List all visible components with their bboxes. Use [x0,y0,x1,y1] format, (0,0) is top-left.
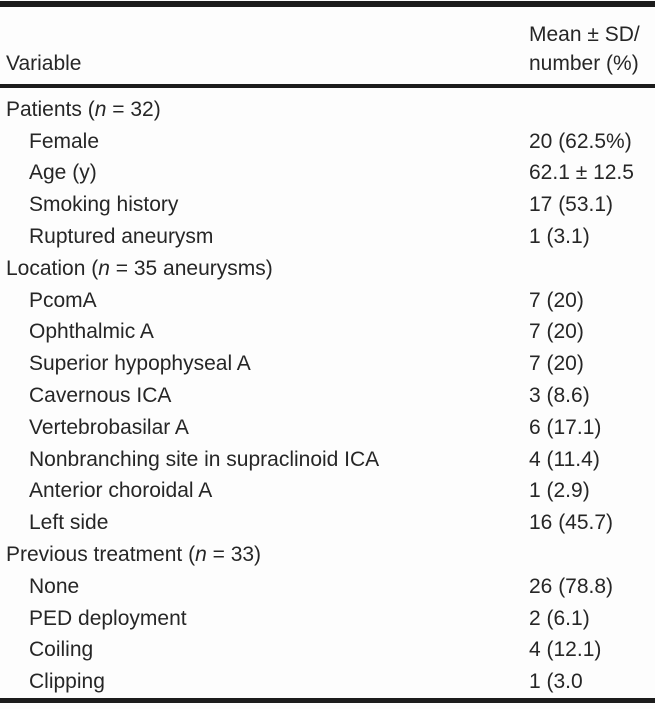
row-label: Anterior choroidal A [29,479,213,503]
row-label: Superior hypophyseal A [29,352,251,376]
table-row: Age (y) 62.1 ± 12.5 [0,158,655,190]
table-row: Left side 16 (45.7) [0,507,655,539]
table-row: Superior hypophyseal A 7 (20) [0,348,655,380]
table-row: Clipping 1 (3.0 [0,666,655,698]
table-row: Female 20 (62.5%) [0,126,655,158]
row-value: 4 (12.1) [529,638,602,662]
row-label: Coiling [29,638,94,662]
row-value: 6 (17.1) [529,415,602,439]
table-header-row: Variable Mean ± SD/ number (%) [0,7,655,84]
row-label: Patients (n = 32) [6,97,161,121]
row-label: Nonbranching site in supraclinoid ICA [29,447,380,471]
row-value: 1 (3.0 [529,670,583,694]
row-label: Clipping [29,670,105,694]
row-label: Age (y) [29,161,97,185]
row-label: Female [29,129,100,153]
column-header-value-line1: Mean ± SD/ [529,23,640,46]
row-label: None [29,574,80,598]
table-row: Ophthalmic A 7 (20) [0,317,655,349]
table-row: Previous treatment (n = 33) [0,539,655,571]
row-label: Cavernous ICA [29,384,172,408]
row-value: 17 (53.1) [529,193,614,217]
row-value: 26 (78.8) [529,574,614,598]
row-label: PcomA [29,288,97,312]
row-label: Left side [29,511,109,535]
row-value: 1 (3.1) [529,225,590,249]
header-separator-rule [0,84,655,88]
row-label: Ruptured aneurysm [29,225,214,249]
table-body: Patients (n = 32) Female 20 (62.5%) Age … [0,88,655,698]
row-label: PED deployment [29,606,187,630]
table-row: PcomA 7 (20) [0,285,655,317]
table-row: Nonbranching site in supraclinoid ICA 4 … [0,444,655,476]
table-row: PED deployment 2 (6.1) [0,603,655,635]
row-label: Location (n = 35 aneurysms) [6,256,273,280]
table-row: Cavernous ICA 3 (8.6) [0,380,655,412]
row-value: 7 (20) [529,288,584,312]
row-label: Smoking history [29,193,179,217]
table-row: Ruptured aneurysm 1 (3.1) [0,221,655,253]
table-row: Coiling 4 (12.1) [0,635,655,667]
table-row: Patients (n = 32) [0,94,655,126]
row-label: Previous treatment (n = 33) [6,543,262,567]
row-value: 20 (62.5%) [529,129,632,153]
column-header-value-line2: number (%) [529,52,639,75]
table-bottom-rule [0,698,655,704]
table-row: None 26 (78.8) [0,571,655,603]
column-header-variable: Variable [6,52,82,75]
row-value: 62.1 ± 12.5 [529,161,634,185]
table-row: Vertebrobasilar A 6 (17.1) [0,412,655,444]
table-row: Smoking history 17 (53.1) [0,189,655,221]
table-top-rule [0,1,655,7]
row-value: 2 (6.1) [529,606,590,630]
row-label: Ophthalmic A [29,320,154,344]
row-label: Vertebrobasilar A [29,415,189,439]
row-value: 7 (20) [529,320,584,344]
column-header-value: Mean ± SD/ number (%) [529,20,649,78]
row-value: 1 (2.9) [529,479,590,503]
row-value: 7 (20) [529,352,584,376]
row-value: 4 (11.4) [529,447,600,471]
row-value: 16 (45.7) [529,511,614,535]
table-row: Anterior choroidal A 1 (2.9) [0,476,655,508]
row-value: 3 (8.6) [529,384,590,408]
table-row: Location (n = 35 aneurysms) [0,253,655,285]
